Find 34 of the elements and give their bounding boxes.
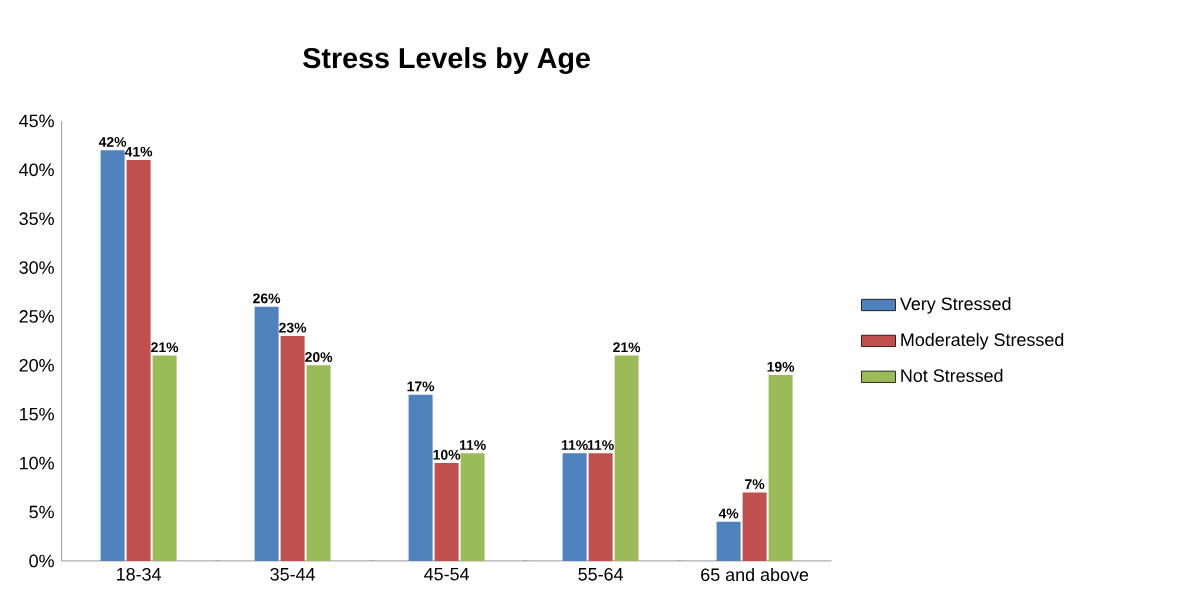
legend-label: Not Stressed	[901, 368, 1003, 382]
y-tick-label: 15%	[20, 407, 54, 421]
y-tick-label: 35%	[19, 212, 54, 226]
y-tick-label: 10%	[20, 456, 54, 470]
bar	[254, 306, 279, 561]
bar	[716, 521, 741, 561]
y-tick-label: 30%	[19, 261, 54, 274]
legend-label: Very Stressed	[899, 296, 1011, 314]
legend-label: Moderately Stressed	[901, 332, 1064, 350]
bar	[100, 150, 125, 561]
y-tick-label: 0%	[29, 554, 54, 568]
bar	[280, 336, 305, 561]
bar	[126, 160, 151, 561]
bar	[768, 375, 793, 561]
bar	[742, 492, 767, 561]
y-tick-label: 40%	[19, 163, 54, 177]
bar	[408, 394, 433, 561]
y-tick-label: 25%	[19, 310, 54, 323]
bar	[460, 453, 485, 561]
y-tick-label: 20%	[19, 358, 54, 372]
x-tick-label: 35-44	[270, 567, 315, 581]
bar	[152, 355, 177, 561]
y-tick-label: 5%	[29, 505, 54, 519]
x-tick-label: 18-34	[117, 567, 161, 581]
x-tick-label: 45-54	[424, 567, 469, 581]
bar	[562, 453, 587, 561]
y-tick-label: 45%	[19, 114, 54, 128]
x-tick-label: 55-64	[578, 567, 623, 581]
chart-title: Stress Levels by Age	[303, 47, 590, 75]
bar	[588, 453, 613, 561]
bar	[614, 355, 639, 561]
x-tick-label: 65 and above	[701, 567, 809, 582]
bar	[434, 463, 459, 561]
bar	[306, 365, 331, 561]
